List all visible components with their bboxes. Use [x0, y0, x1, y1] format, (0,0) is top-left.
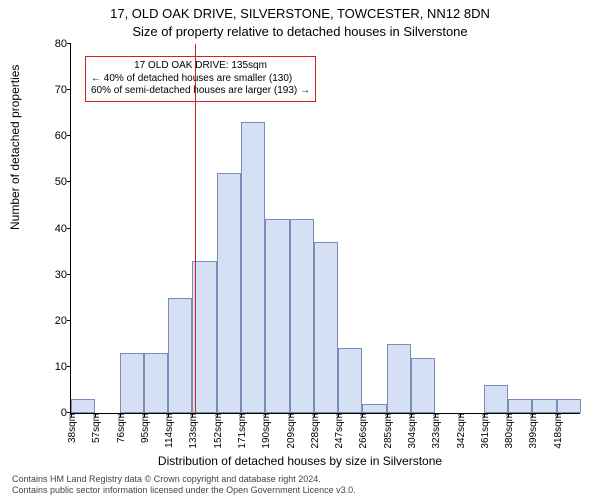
- x-tick-mark: [144, 413, 145, 417]
- x-tick-label: 114sqm: [164, 413, 175, 448]
- x-tick-label: 304sqm: [407, 413, 418, 449]
- x-tick-label: 361sqm: [480, 413, 491, 449]
- histogram-bar: [71, 399, 95, 413]
- x-tick-label: 190sqm: [261, 413, 272, 449]
- histogram-bar: [338, 348, 362, 413]
- y-tick-mark: [67, 320, 71, 321]
- chart-title-address: 17, OLD OAK DRIVE, SILVERSTONE, TOWCESTE…: [0, 6, 600, 21]
- y-tick-mark: [67, 135, 71, 136]
- x-tick-label: 152sqm: [213, 413, 224, 449]
- x-tick-mark: [460, 413, 461, 417]
- x-axis-label: Distribution of detached houses by size …: [0, 454, 600, 468]
- x-tick-mark: [217, 413, 218, 417]
- histogram-bar: [241, 122, 265, 413]
- reference-info-box: 17 OLD OAK DRIVE: 135sqm ← 40% of detach…: [85, 56, 316, 102]
- x-tick-mark: [557, 413, 558, 417]
- histogram-bar: [508, 399, 532, 413]
- y-axis-label: Number of detached properties: [8, 65, 22, 230]
- x-tick-label: 38sqm: [67, 413, 78, 443]
- attribution-line1: Contains HM Land Registry data © Crown c…: [12, 474, 356, 485]
- x-tick-mark: [362, 413, 363, 417]
- attribution-text: Contains HM Land Registry data © Crown c…: [12, 474, 356, 496]
- histogram-bar: [192, 261, 216, 413]
- x-tick-mark: [290, 413, 291, 417]
- attribution-line2: Contains public sector information licen…: [12, 485, 356, 496]
- y-tick-mark: [67, 89, 71, 90]
- histogram-bar: [265, 219, 289, 413]
- x-tick-mark: [241, 413, 242, 417]
- histogram-bar: [557, 399, 581, 413]
- x-tick-label: 266sqm: [358, 413, 369, 449]
- histogram-bar: [532, 399, 556, 413]
- y-tick-label: 40: [55, 223, 71, 235]
- y-tick-label: 10: [55, 361, 71, 373]
- x-tick-mark: [387, 413, 388, 417]
- x-tick-label: 228sqm: [310, 413, 321, 449]
- histogram-bar: [314, 242, 338, 413]
- x-tick-mark: [265, 413, 266, 417]
- x-tick-mark: [192, 413, 193, 417]
- x-tick-label: 209sqm: [286, 413, 297, 449]
- y-tick-mark: [67, 274, 71, 275]
- x-tick-label: 285sqm: [383, 413, 394, 449]
- reference-line: [195, 44, 196, 413]
- x-tick-label: 323sqm: [431, 413, 442, 449]
- y-tick-label: 50: [55, 176, 71, 188]
- x-tick-mark: [508, 413, 509, 417]
- x-tick-label: 342sqm: [456, 413, 467, 449]
- x-tick-label: 95sqm: [140, 413, 151, 443]
- x-tick-label: 418sqm: [553, 413, 564, 449]
- y-tick-label: 60: [55, 130, 71, 142]
- y-tick-label: 70: [55, 84, 71, 96]
- histogram-bar: [290, 219, 314, 413]
- info-box-line3: 60% of semi-detached houses are larger (…: [91, 85, 310, 98]
- x-tick-label: 76sqm: [116, 413, 127, 443]
- x-tick-mark: [95, 413, 96, 417]
- histogram-bar: [217, 173, 241, 413]
- chart-subtitle: Size of property relative to detached ho…: [0, 24, 600, 39]
- y-tick-label: 20: [55, 315, 71, 327]
- histogram-bar: [120, 353, 144, 413]
- x-tick-label: 171sqm: [237, 413, 248, 449]
- x-tick-label: 133sqm: [188, 413, 199, 449]
- info-box-line1: 17 OLD OAK DRIVE: 135sqm: [91, 60, 310, 73]
- x-tick-mark: [435, 413, 436, 417]
- x-tick-mark: [120, 413, 121, 417]
- x-tick-mark: [411, 413, 412, 417]
- histogram-bar: [484, 385, 508, 413]
- y-tick-mark: [67, 181, 71, 182]
- histogram-plot: 17 OLD OAK DRIVE: 135sqm ← 40% of detach…: [70, 44, 580, 414]
- x-tick-label: 380sqm: [504, 413, 515, 449]
- histogram-bar: [362, 404, 386, 413]
- y-tick-label: 30: [55, 269, 71, 281]
- x-tick-label: 399sqm: [528, 413, 539, 449]
- histogram-bar: [411, 358, 435, 413]
- x-tick-mark: [314, 413, 315, 417]
- x-tick-mark: [168, 413, 169, 417]
- histogram-bar: [387, 344, 411, 413]
- x-tick-label: 57sqm: [91, 413, 102, 443]
- info-box-line2: ← 40% of detached houses are smaller (13…: [91, 73, 310, 86]
- x-tick-mark: [532, 413, 533, 417]
- histogram-bar: [168, 298, 192, 413]
- y-tick-label: 80: [55, 38, 71, 50]
- x-tick-mark: [71, 413, 72, 417]
- x-tick-mark: [338, 413, 339, 417]
- x-tick-mark: [484, 413, 485, 417]
- x-tick-label: 247sqm: [334, 413, 345, 449]
- y-tick-mark: [67, 366, 71, 367]
- y-tick-mark: [67, 228, 71, 229]
- y-tick-mark: [67, 43, 71, 44]
- histogram-bar: [144, 353, 168, 413]
